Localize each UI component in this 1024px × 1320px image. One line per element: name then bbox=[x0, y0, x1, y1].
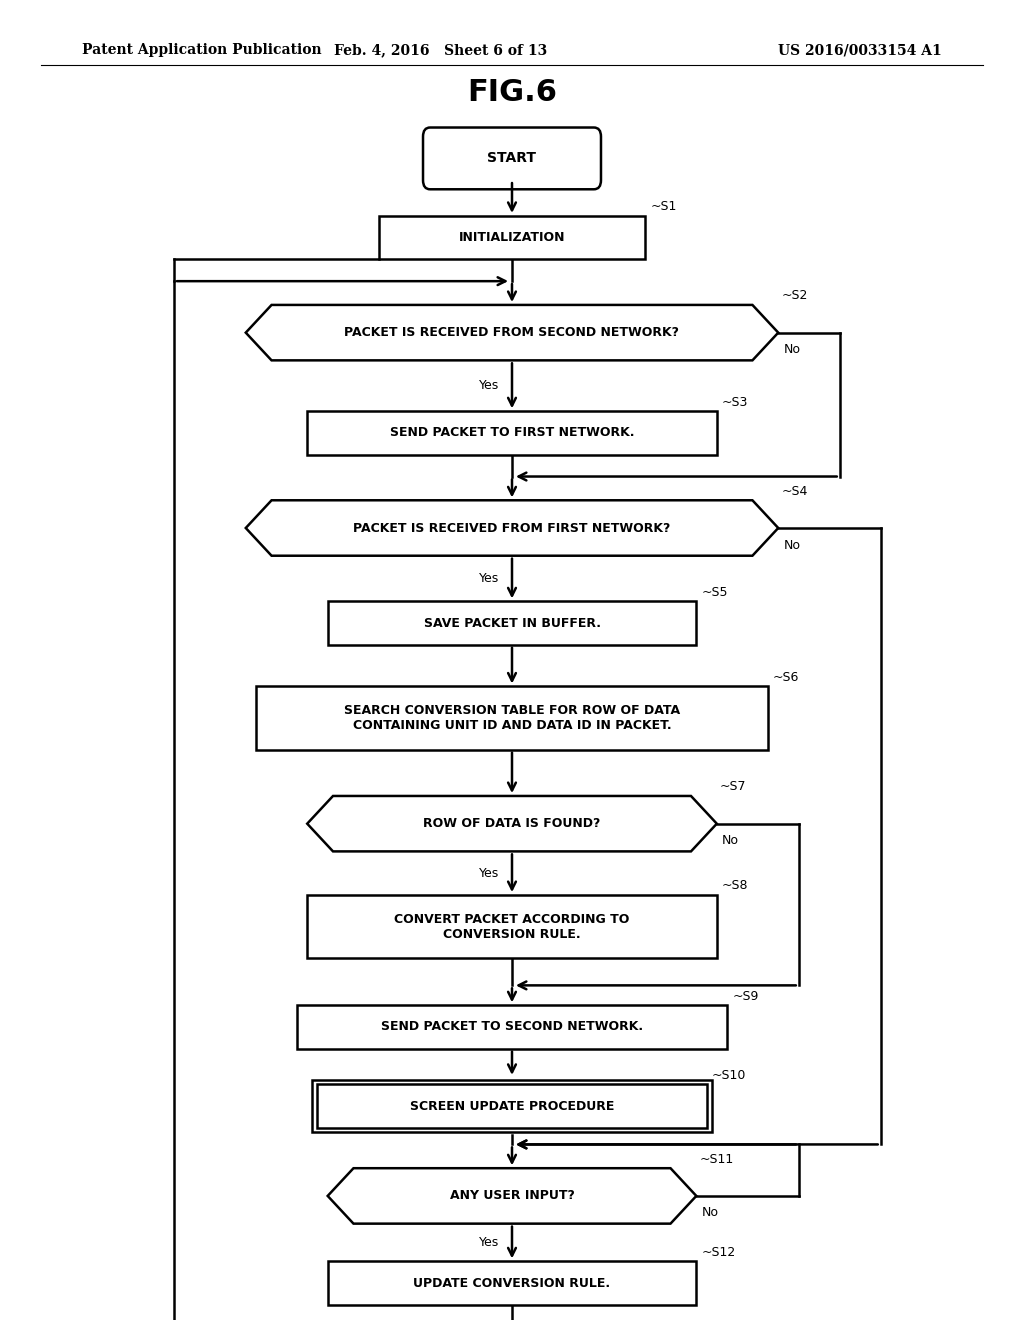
Text: PACKET IS RECEIVED FROM SECOND NETWORK?: PACKET IS RECEIVED FROM SECOND NETWORK? bbox=[344, 326, 680, 339]
Text: ~S1: ~S1 bbox=[650, 201, 677, 214]
Polygon shape bbox=[328, 1168, 696, 1224]
Text: SEND PACKET TO SECOND NETWORK.: SEND PACKET TO SECOND NETWORK. bbox=[381, 1020, 643, 1034]
Text: ~S6: ~S6 bbox=[773, 671, 800, 684]
Text: No: No bbox=[722, 834, 739, 847]
Text: ~S11: ~S11 bbox=[699, 1152, 733, 1166]
Text: INITIALIZATION: INITIALIZATION bbox=[459, 231, 565, 244]
Text: ~S12: ~S12 bbox=[701, 1246, 735, 1259]
Text: ~S5: ~S5 bbox=[701, 586, 728, 599]
Text: No: No bbox=[701, 1206, 719, 1220]
Text: CONVERT PACKET ACCORDING TO
CONVERSION RULE.: CONVERT PACKET ACCORDING TO CONVERSION R… bbox=[394, 912, 630, 941]
Text: FIG.6: FIG.6 bbox=[467, 78, 557, 107]
Text: No: No bbox=[783, 539, 801, 552]
Text: ANY USER INPUT?: ANY USER INPUT? bbox=[450, 1189, 574, 1203]
Polygon shape bbox=[246, 305, 778, 360]
Text: ~S9: ~S9 bbox=[732, 990, 759, 1003]
Text: UPDATE CONVERSION RULE.: UPDATE CONVERSION RULE. bbox=[414, 1276, 610, 1290]
Text: SEARCH CONVERSION TABLE FOR ROW OF DATA
CONTAINING UNIT ID AND DATA ID IN PACKET: SEARCH CONVERSION TABLE FOR ROW OF DATA … bbox=[344, 704, 680, 733]
Text: ~S7: ~S7 bbox=[720, 780, 746, 793]
Text: ~S4: ~S4 bbox=[781, 484, 808, 498]
Bar bbox=[312, 1080, 712, 1131]
Text: Yes: Yes bbox=[479, 867, 500, 879]
Bar bbox=[379, 216, 645, 260]
Text: ~S10: ~S10 bbox=[712, 1069, 746, 1082]
Text: Feb. 4, 2016   Sheet 6 of 13: Feb. 4, 2016 Sheet 6 of 13 bbox=[334, 44, 547, 57]
Bar bbox=[256, 686, 768, 750]
Bar bbox=[328, 1262, 696, 1304]
Text: US 2016/0033154 A1: US 2016/0033154 A1 bbox=[778, 44, 942, 57]
Text: ROW OF DATA IS FOUND?: ROW OF DATA IS FOUND? bbox=[423, 817, 601, 830]
Text: START: START bbox=[487, 152, 537, 165]
Bar bbox=[317, 1085, 707, 1127]
Text: ~S8: ~S8 bbox=[722, 879, 749, 892]
Text: PACKET IS RECEIVED FROM FIRST NETWORK?: PACKET IS RECEIVED FROM FIRST NETWORK? bbox=[353, 521, 671, 535]
Text: No: No bbox=[783, 343, 801, 356]
Bar bbox=[328, 601, 696, 644]
Polygon shape bbox=[307, 796, 717, 851]
Bar bbox=[307, 411, 717, 454]
Text: SCREEN UPDATE PROCEDURE: SCREEN UPDATE PROCEDURE bbox=[410, 1100, 614, 1113]
Text: ~S3: ~S3 bbox=[722, 396, 749, 409]
Text: Yes: Yes bbox=[479, 379, 500, 392]
Text: Yes: Yes bbox=[479, 1236, 500, 1249]
Text: Yes: Yes bbox=[479, 572, 500, 585]
Polygon shape bbox=[246, 500, 778, 556]
Text: SAVE PACKET IN BUFFER.: SAVE PACKET IN BUFFER. bbox=[424, 616, 600, 630]
Text: ~S2: ~S2 bbox=[781, 289, 808, 302]
Text: Patent Application Publication: Patent Application Publication bbox=[82, 44, 322, 57]
Text: SEND PACKET TO FIRST NETWORK.: SEND PACKET TO FIRST NETWORK. bbox=[390, 426, 634, 440]
FancyBboxPatch shape bbox=[423, 128, 601, 189]
Bar bbox=[307, 895, 717, 958]
Bar bbox=[297, 1006, 727, 1048]
